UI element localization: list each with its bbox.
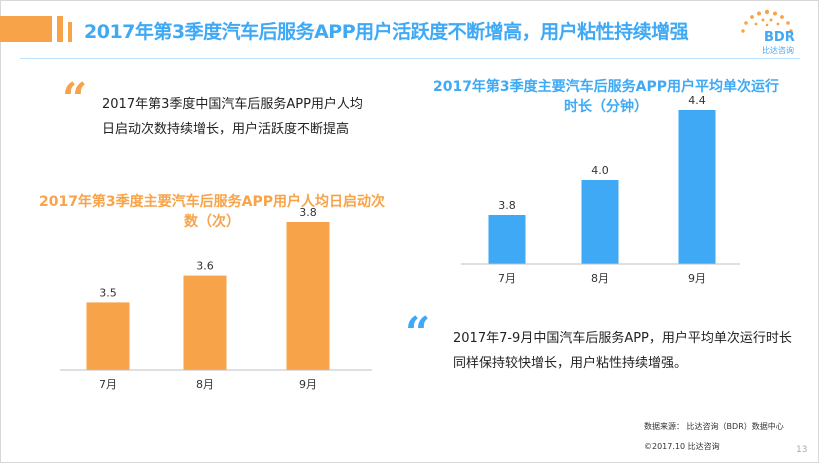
session-duration-category-label: 7月: [498, 272, 516, 285]
session-duration-bar: [678, 110, 716, 264]
data-source: 数据来源： 比达咨询（BDR）数据中心: [644, 422, 784, 431]
left-note: 2017年第3季度中国汽车后服务APP用户人均日启动次数持续增长，用户活跃度不断…: [102, 97, 363, 137]
header-accent-bar: [68, 22, 72, 42]
page-number: 13: [796, 445, 808, 455]
session-duration-value-label: 4.4: [688, 94, 706, 107]
launch-count-category-label: 7月: [99, 378, 117, 391]
session-duration-bar: [581, 180, 619, 264]
header-accent-bar: [57, 16, 63, 42]
launch-count-value-label: 3.5: [99, 286, 117, 299]
session-duration-bar: [488, 215, 526, 264]
session-duration-value-label: 3.8: [498, 199, 516, 212]
session-duration-category-label: 8月: [591, 272, 609, 285]
bdr-logo: [741, 9, 793, 33]
right-note: 2017年7-9月中国汽车后服务APP，用户平均单次运行时长同样保持较快增长，用…: [453, 331, 792, 371]
launch-count-value-label: 3.8: [299, 206, 317, 219]
header-accent-bar: [0, 16, 52, 42]
session-duration-chart-title: 2017年第3季度主要汽车后服务APP用户平均单次运行时长（分钟）: [432, 79, 780, 115]
launch-count-category-label: 8月: [196, 378, 214, 391]
page-title: 2017年第3季度汽车后服务APP用户活跃度不断增高，用户粘性持续增强: [84, 21, 689, 43]
launch-count-chart-title: 2017年第3季度主要汽车后服务APP用户人均日启动次数（次）: [38, 194, 386, 230]
quote-icon: “: [62, 74, 88, 125]
launch-count-value-label: 3.6: [196, 260, 214, 273]
launch-count-bar: [183, 275, 227, 370]
launch-count-bar: [286, 222, 330, 370]
launch-count-bar: [86, 302, 130, 370]
logo-text: BDR: [764, 30, 795, 45]
quote-icon: “: [405, 308, 431, 359]
copyright: ©2017.10 比达咨询: [644, 442, 720, 451]
header-divider: [20, 58, 800, 59]
session-duration-category-label: 9月: [688, 272, 706, 285]
session-duration-value-label: 4.0: [591, 164, 609, 177]
logo-subtitle: 比达咨询: [762, 46, 794, 55]
launch-count-category-label: 9月: [299, 378, 317, 391]
